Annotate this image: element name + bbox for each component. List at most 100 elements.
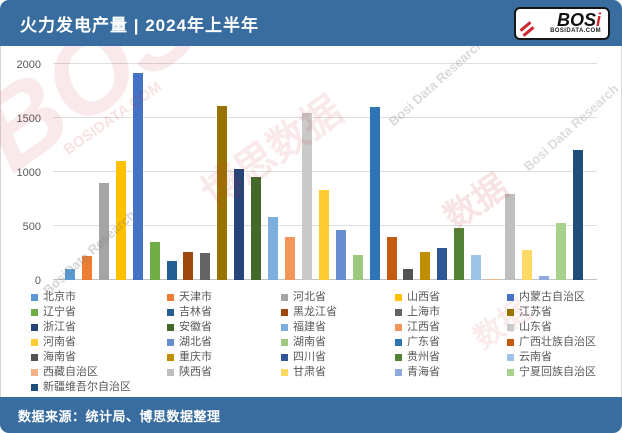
legend-item: 浙江省 [31, 320, 167, 334]
bar-内蒙古自治区 [132, 72, 143, 280]
legend-label: 福建省 [293, 321, 326, 333]
legend-label: 吉林省 [179, 306, 212, 318]
legend-swatch-icon [281, 308, 288, 316]
legend-item: 辽宁省 [31, 305, 167, 319]
logo-subtext: BOSIDATA.COM [550, 27, 601, 34]
logo-text: BOSi [556, 9, 601, 30]
y-tick-label: 2000 [16, 59, 41, 71]
bar-湖南省 [352, 255, 363, 280]
legend-swatch-icon [395, 308, 402, 316]
legend-label: 西藏自治区 [43, 366, 98, 378]
legend-label: 安徽省 [179, 321, 212, 333]
bar-天津市 [81, 256, 92, 280]
bar-甘肃省 [521, 249, 532, 280]
legend-swatch-icon [281, 353, 288, 361]
legend-item: 陕西省 [167, 365, 281, 379]
legend-label: 江苏省 [519, 306, 552, 318]
bar-云南省 [471, 255, 482, 280]
legend-item: 湖北省 [167, 335, 281, 349]
plot-area [53, 63, 597, 280]
legend-item: 安徽省 [167, 320, 281, 334]
legend-label: 北京市 [43, 291, 76, 303]
y-tick-label: 500 [22, 221, 41, 233]
bar-江西省 [284, 236, 295, 280]
gridline [53, 63, 597, 64]
legend-label: 海南省 [43, 351, 76, 363]
legend-swatch-icon [167, 323, 174, 331]
legend-swatch-icon [507, 368, 514, 376]
bar-吉林省 [166, 260, 177, 280]
bar-北京市 [65, 269, 75, 280]
legend-item: 黑龙江省 [281, 305, 395, 319]
y-tick-label: 1000 [16, 167, 41, 179]
legend-label: 四川省 [293, 351, 326, 363]
source-label: 数据来源：统计局、博思数据整理 [18, 408, 221, 424]
legend-item: 四川省 [281, 350, 395, 364]
legend-swatch-icon [31, 353, 38, 361]
legend-item: 新疆维吾尔自治区 [31, 380, 167, 394]
legend-item: 西藏自治区 [31, 365, 167, 379]
legend-swatch-icon [167, 338, 174, 346]
legend-label: 黑龙江省 [293, 306, 337, 318]
legend-item: 天津市 [167, 290, 281, 304]
legend-swatch-icon [31, 338, 38, 346]
legend-swatch-icon [281, 338, 288, 346]
bar-河北省 [98, 182, 109, 280]
legend-label: 青海省 [407, 366, 440, 378]
legend-swatch-icon [31, 323, 38, 331]
legend-item: 北京市 [31, 290, 167, 304]
header: 火力发电产量 | 2024年上半年 BOSi BOSIDATA.COM [0, 0, 622, 46]
legend-item: 广西壮族自治区 [507, 335, 615, 349]
bar-宁夏回族自治区 [555, 222, 566, 280]
legend-label: 湖南省 [293, 336, 326, 348]
bar-广东省 [369, 107, 380, 280]
legend-label: 江西省 [407, 321, 440, 333]
legend-item: 福建省 [281, 320, 395, 334]
legend-label: 贵州省 [407, 351, 440, 363]
bar-陕西省 [504, 193, 515, 280]
legend-label: 浙江省 [43, 321, 76, 333]
legend-swatch-icon [395, 293, 402, 301]
legend-item: 河南省 [31, 335, 167, 349]
bar-重庆市 [420, 251, 431, 280]
legend-swatch-icon [507, 353, 514, 361]
bar-贵州省 [454, 228, 465, 280]
legend-swatch-icon [167, 368, 174, 376]
legend-swatch-icon [281, 293, 288, 301]
bar-广西壮族自治区 [386, 236, 397, 280]
gridline [53, 171, 597, 172]
legend-label: 新疆维吾尔自治区 [43, 381, 131, 393]
legend-label: 甘肃省 [293, 366, 326, 378]
legend-label: 上海市 [407, 306, 440, 318]
legend-item: 山西省 [395, 290, 507, 304]
bar-湖北省 [335, 230, 346, 280]
legend-item: 江苏省 [507, 305, 615, 319]
legend-swatch-icon [395, 353, 402, 361]
legend-label: 广东省 [407, 336, 440, 348]
bar-chart: 0 500 1000 1500 2000 [7, 56, 611, 287]
legend-item: 云南省 [507, 350, 615, 364]
legend-item: 吉林省 [167, 305, 281, 319]
legend-swatch-icon [395, 368, 402, 376]
legend-item: 重庆市 [167, 350, 281, 364]
bar-海南省 [403, 269, 414, 280]
legend-item: 海南省 [31, 350, 167, 364]
legend-item: 甘肃省 [281, 365, 395, 379]
legend-swatch-icon [31, 383, 38, 391]
bar-山东省 [301, 112, 312, 280]
gridline [53, 117, 597, 118]
bar-青海省 [538, 275, 549, 280]
legend-swatch-icon [31, 293, 38, 301]
legend-swatch-icon [167, 308, 174, 316]
bar-江苏省 [217, 106, 228, 280]
legend-item: 山东省 [507, 320, 615, 334]
legend-label: 河南省 [43, 336, 76, 348]
legend-item: 内蒙古自治区 [507, 290, 615, 304]
legend-swatch-icon [167, 353, 174, 361]
legend-swatch-icon [167, 293, 174, 301]
legend-swatch-icon [507, 323, 514, 331]
legend-swatch-icon [507, 308, 514, 316]
bar-福建省 [268, 217, 279, 280]
legend-item: 湖南省 [281, 335, 395, 349]
legend-swatch-icon [281, 323, 288, 331]
